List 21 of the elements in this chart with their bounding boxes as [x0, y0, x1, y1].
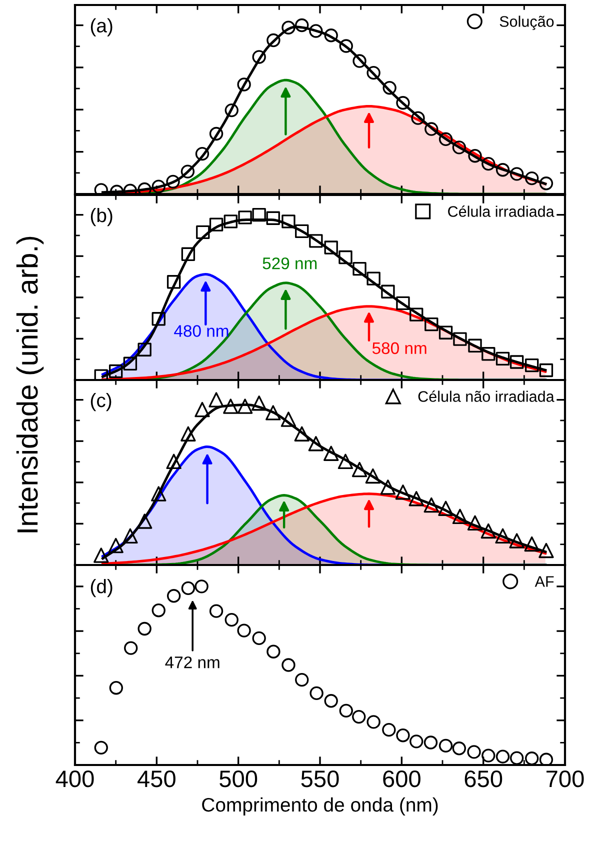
x-tick-label: 500	[220, 770, 258, 788]
legend-label: AF	[534, 576, 554, 587]
x-tick-label: 600	[383, 770, 420, 788]
annotation: 480 nm	[174, 325, 228, 337]
x-tick-label: 450	[138, 770, 176, 788]
legend-label: Célula não irradiada	[418, 390, 554, 402]
annotation: 472 nm	[165, 656, 220, 668]
x-tick-label: 700	[546, 770, 584, 788]
y-axis-title: Intensidade (unid. arb.)	[16, 236, 44, 532]
x-tick-label: 550	[301, 770, 339, 788]
annotation: (a)	[90, 18, 112, 36]
annotation: 529 nm	[262, 257, 317, 270]
legend-label: Solução	[500, 16, 554, 30]
annotation: (b)	[90, 208, 112, 226]
annotation: (c)	[90, 392, 112, 412]
annotation: 580 nm	[372, 342, 426, 354]
legend-label: Célula irradiada	[448, 206, 554, 217]
annotation: (d)	[90, 579, 112, 598]
x-tick-label: 400	[56, 770, 94, 788]
x-axis-title: Comprimento de onda (nm)	[202, 797, 438, 816]
x-tick-label: 650	[464, 770, 502, 788]
